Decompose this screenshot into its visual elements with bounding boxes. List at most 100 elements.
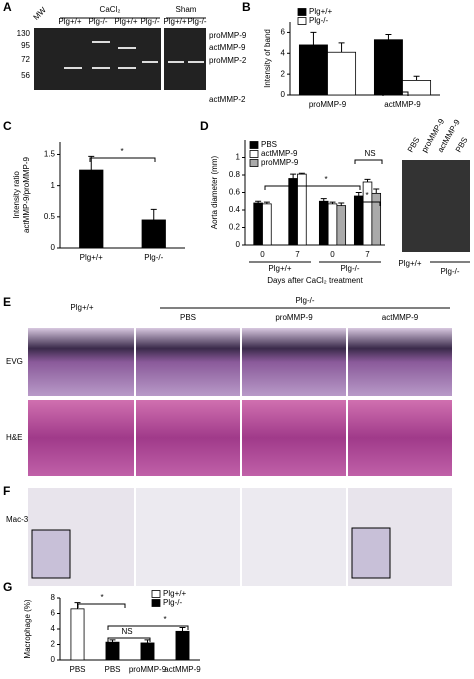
bar bbox=[327, 51, 357, 96]
error-bar bbox=[413, 75, 420, 81]
y-tick-label: 2 bbox=[281, 69, 286, 78]
band-label: actMMP-9 bbox=[209, 43, 246, 52]
annotation: NS bbox=[121, 627, 132, 636]
group-label: Plg+/+ bbox=[268, 264, 291, 273]
y-tick-label: 6 bbox=[51, 609, 56, 618]
x-tick-label: proMMP-9 bbox=[129, 665, 167, 674]
y-tick-label: 4 bbox=[281, 48, 286, 57]
error-bar bbox=[150, 208, 157, 220]
mw-marker: 130 bbox=[17, 29, 31, 38]
legend-swatch bbox=[151, 590, 161, 598]
gel-image bbox=[164, 28, 206, 90]
error-bar bbox=[109, 639, 116, 643]
photo-group: Plg-/- bbox=[440, 267, 459, 276]
lane-label: Plg+/+ bbox=[114, 17, 137, 26]
legend-label: Plg+/+ bbox=[163, 589, 186, 598]
lane-label: MW bbox=[32, 5, 49, 22]
legend-swatch bbox=[249, 159, 259, 167]
y-tick-label: 0.2 bbox=[229, 223, 241, 232]
sig-bracket bbox=[264, 185, 361, 190]
bar bbox=[373, 39, 403, 96]
row-label: EVG bbox=[6, 357, 23, 366]
y-tick-label: 0.4 bbox=[229, 205, 241, 214]
error-bar bbox=[338, 202, 345, 206]
x-tick-label: actMMP-9 bbox=[164, 665, 201, 674]
annotation: * bbox=[120, 147, 123, 156]
column-label: actMMP-9 bbox=[382, 313, 419, 322]
y-tick-label: 0.5 bbox=[44, 212, 56, 221]
x-tick-label: PBS bbox=[69, 665, 85, 674]
bar bbox=[288, 178, 298, 246]
y-axis-label: Aorta diameter (mm) bbox=[210, 155, 219, 229]
sig-bracket bbox=[77, 603, 126, 608]
histology-images bbox=[28, 328, 452, 586]
error-bar bbox=[255, 200, 262, 203]
aorta-photo bbox=[402, 160, 470, 252]
bar bbox=[336, 205, 347, 246]
error-bar bbox=[355, 192, 362, 196]
panel-letter: F bbox=[3, 484, 10, 498]
x-tick-label: PBS bbox=[104, 665, 120, 674]
y-tick-label: 1 bbox=[236, 153, 241, 162]
legend-swatch bbox=[249, 150, 259, 158]
annotation: * bbox=[324, 175, 327, 184]
band-label: proMMP-2 bbox=[209, 56, 247, 65]
error-bar bbox=[179, 626, 186, 632]
photo-label: PBS bbox=[406, 136, 422, 154]
legend-swatch bbox=[297, 8, 307, 16]
y-axis-label: actMMP-9/proMMP-9 bbox=[22, 156, 31, 233]
annotation: * bbox=[163, 615, 166, 624]
legend-swatch bbox=[151, 599, 161, 607]
sig-bracket bbox=[354, 159, 383, 164]
bar bbox=[79, 169, 104, 249]
x-tick-label: 7 bbox=[365, 250, 370, 259]
panel-letter: D bbox=[200, 119, 209, 133]
y-tick-label: 1.5 bbox=[44, 150, 56, 159]
bar bbox=[140, 642, 155, 661]
treatment-label: Sham bbox=[176, 5, 197, 14]
x-tick-label: 7 bbox=[295, 250, 300, 259]
error-bar bbox=[364, 178, 371, 182]
sig-bracket bbox=[382, 91, 409, 96]
legend-label: proMMP-9 bbox=[261, 158, 299, 167]
error-bar bbox=[385, 34, 392, 40]
lane-label: Plg+/+ bbox=[163, 17, 186, 26]
annotation: * bbox=[365, 191, 368, 200]
bar bbox=[298, 44, 328, 96]
y-tick-label: 8 bbox=[51, 593, 56, 602]
x-tick-label: Plg-/- bbox=[144, 253, 163, 262]
error-bar bbox=[338, 42, 345, 53]
y-tick-label: 0 bbox=[281, 90, 286, 99]
bar bbox=[141, 219, 166, 249]
column-label: PBS bbox=[180, 313, 196, 322]
y-tick-label: 4 bbox=[51, 624, 56, 633]
sig-bracket bbox=[354, 201, 381, 206]
error-bar bbox=[373, 188, 380, 194]
mw-marker: 95 bbox=[21, 41, 30, 50]
x-tick-label: proMMP-9 bbox=[309, 100, 347, 109]
sig-bracket bbox=[89, 157, 156, 162]
bar bbox=[318, 200, 329, 246]
y-tick-label: 0 bbox=[51, 243, 56, 252]
lane-label: Plg-/- bbox=[88, 17, 107, 26]
y-tick-label: 2 bbox=[51, 640, 56, 649]
legend-label: Plg-/- bbox=[163, 598, 182, 607]
bar bbox=[402, 80, 432, 96]
error-bar bbox=[329, 201, 336, 204]
legend-swatch bbox=[249, 141, 259, 149]
column-label: Plg+/+ bbox=[70, 303, 93, 312]
legend-label: PBS bbox=[261, 140, 277, 149]
annotation: NS bbox=[364, 149, 375, 158]
y-tick-label: 0 bbox=[236, 240, 241, 249]
bar bbox=[70, 608, 85, 661]
band-label: actMMP-2 bbox=[209, 95, 246, 104]
group-label: Plg-/- bbox=[340, 264, 359, 273]
y-tick-label: 6 bbox=[281, 28, 286, 37]
sig-bracket bbox=[107, 637, 151, 642]
mw-marker: 56 bbox=[21, 71, 30, 80]
lane-label: Plg-/- bbox=[187, 17, 206, 26]
photo-group: Plg+/+ bbox=[398, 259, 421, 268]
lane-label: Plg+/+ bbox=[58, 17, 81, 26]
panel-letter: B bbox=[242, 0, 251, 14]
